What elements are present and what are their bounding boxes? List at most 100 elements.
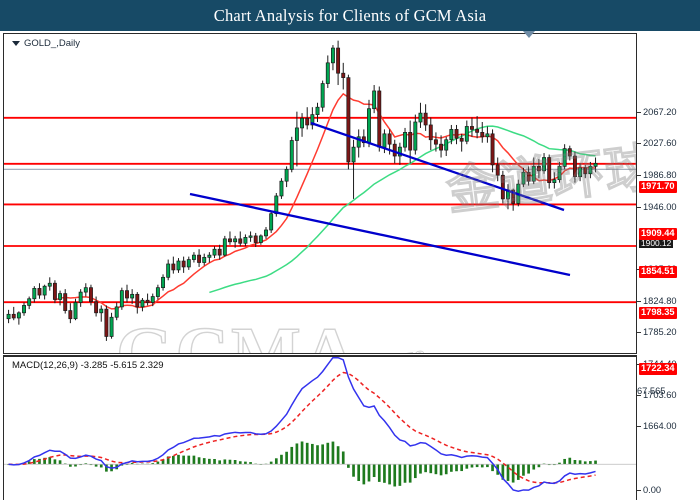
candle-body[interactable] (403, 132, 407, 148)
candle-body[interactable] (475, 129, 480, 133)
candle-body[interactable] (202, 256, 207, 263)
candle-body[interactable] (207, 254, 212, 258)
candle-body[interactable] (397, 146, 402, 157)
candle-body[interactable] (233, 238, 238, 243)
candle-body[interactable] (392, 143, 397, 157)
candle-body[interactable] (331, 47, 335, 64)
candle-body[interactable] (423, 112, 428, 126)
candle-body[interactable] (346, 77, 351, 163)
candle-body[interactable] (11, 313, 16, 319)
candle-body[interactable] (197, 254, 202, 263)
candle-body[interactable] (52, 282, 57, 300)
candle-body[interactable] (449, 129, 454, 141)
candle-body[interactable] (289, 140, 294, 170)
candle-body[interactable] (99, 308, 104, 314)
candle-body[interactable] (439, 143, 444, 151)
candle-body[interactable] (531, 166, 536, 182)
candle-body[interactable] (464, 126, 469, 142)
macd-panel[interactable]: MACD(12,26,9) -3.285 -5.615 2.329 (3, 355, 637, 500)
candle-body[interactable] (228, 238, 232, 243)
candle-body[interactable] (274, 195, 279, 215)
candle-body[interactable] (336, 47, 341, 74)
candle-body[interactable] (521, 171, 526, 185)
candle-body[interactable] (130, 293, 135, 299)
price-level-label[interactable]: 1971.70 (639, 181, 677, 193)
candle-body[interactable] (155, 287, 160, 297)
candle-body[interactable] (37, 288, 42, 296)
candle-body[interactable] (444, 139, 449, 151)
candle-body[interactable] (485, 133, 490, 138)
candle-body[interactable] (42, 285, 47, 296)
candle-body[interactable] (387, 133, 392, 145)
candle-body[interactable] (454, 129, 459, 139)
candle-body[interactable] (305, 117, 310, 126)
price-level-label[interactable]: 1909.44 (639, 228, 677, 240)
candle-body[interactable] (104, 308, 109, 337)
candle-body[interactable] (264, 229, 268, 237)
candle-body[interactable] (135, 293, 140, 308)
candle-body[interactable] (16, 312, 21, 319)
candle-body[interactable] (593, 163, 598, 167)
candle-body[interactable] (248, 235, 253, 238)
candle-body[interactable] (181, 260, 186, 268)
trendline[interactable] (310, 121, 565, 212)
candle-body[interactable] (125, 290, 129, 299)
candle-body[interactable] (470, 126, 474, 130)
candle-body[interactable] (500, 174, 505, 200)
candle-body[interactable] (73, 302, 78, 320)
candle-body[interactable] (176, 260, 181, 271)
candle-body[interactable] (161, 276, 165, 289)
candle-body[interactable] (578, 167, 583, 178)
candle-body[interactable] (83, 287, 88, 293)
candle-body[interactable] (171, 263, 176, 271)
candle-body[interactable] (78, 291, 83, 303)
candle-body[interactable] (511, 189, 516, 204)
candle-body[interactable] (294, 127, 299, 141)
candle-body[interactable] (572, 155, 577, 178)
candle-body[interactable] (150, 296, 155, 303)
candle-body[interactable] (356, 136, 361, 148)
candle-body[interactable] (583, 167, 588, 175)
candle-body[interactable] (166, 263, 171, 278)
candle-body[interactable] (418, 112, 423, 123)
candle-body[interactable] (186, 259, 191, 268)
candle-body[interactable] (480, 132, 485, 138)
candle-body[interactable] (22, 305, 26, 314)
candle-body[interactable] (68, 310, 73, 320)
candle-body[interactable] (238, 238, 243, 244)
candle-body[interactable] (300, 117, 304, 129)
trendline[interactable] (189, 192, 571, 277)
candle-body[interactable] (490, 133, 495, 166)
candle-body[interactable] (408, 132, 413, 151)
candle-body[interactable] (428, 124, 433, 141)
candle-body[interactable] (351, 146, 356, 163)
price-level-label[interactable]: 1798.35 (639, 307, 677, 319)
candle-body[interactable] (284, 168, 289, 182)
candle-body[interactable] (6, 313, 11, 320)
candle-body[interactable] (258, 235, 263, 243)
candle-body[interactable] (315, 106, 320, 115)
candle-body[interactable] (372, 90, 377, 110)
candle-body[interactable] (367, 108, 371, 144)
candle-body[interactable] (382, 133, 387, 148)
candle-body[interactable] (526, 171, 531, 182)
candle-body[interactable] (547, 157, 552, 183)
candle-body[interactable] (310, 114, 315, 126)
candle-body[interactable] (542, 157, 546, 172)
candle-body[interactable] (588, 166, 593, 175)
candle-body[interactable] (243, 237, 248, 244)
candle-body[interactable] (145, 299, 150, 303)
candle-body[interactable] (47, 282, 52, 287)
candle-body[interactable] (459, 137, 464, 142)
candle-body[interactable] (217, 248, 222, 256)
candle-body[interactable] (279, 180, 284, 197)
candle-body[interactable] (552, 179, 557, 183)
candle-body[interactable] (109, 316, 114, 337)
candle-body[interactable] (119, 290, 124, 308)
candle-body[interactable] (140, 299, 145, 308)
candle-body[interactable] (32, 288, 37, 300)
candle-body[interactable] (58, 293, 63, 300)
candle-body[interactable] (377, 90, 382, 148)
candle-body[interactable] (557, 166, 562, 181)
candle-body[interactable] (567, 148, 572, 157)
